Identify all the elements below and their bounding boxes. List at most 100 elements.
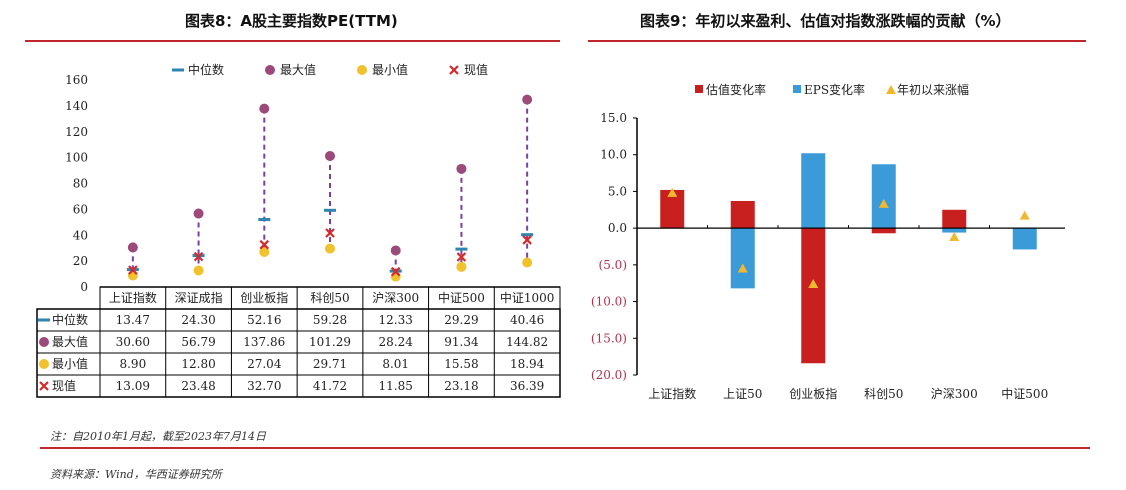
legend-label: EPS变化率	[804, 82, 865, 97]
table-cell: 12.33	[379, 313, 413, 327]
y-tick-label: 10.0	[600, 148, 627, 162]
right-chart-title: 图表9：年初以来盈利、估值对指数涨跌幅的贡献（%）	[640, 12, 1011, 30]
bar-估值变化率	[942, 209, 967, 229]
legend-triangle	[886, 85, 896, 94]
category-label: 深证成指	[175, 290, 223, 305]
point-最小值	[259, 247, 270, 258]
point-中位数	[521, 233, 534, 237]
table-legend-marker	[39, 359, 49, 369]
table-row-label: 现值	[52, 378, 76, 393]
category-label: 上证指数	[648, 386, 696, 401]
category-label: 创业板指	[240, 290, 288, 305]
table-cell: 11.85	[379, 379, 413, 393]
legend-marker	[357, 65, 367, 75]
table-cell: 28.24	[379, 335, 414, 349]
bar-估值变化率	[730, 200, 755, 229]
table-legend-marker	[39, 337, 49, 347]
category-label: 科创50	[310, 291, 349, 305]
table-cell: 30.60	[116, 335, 150, 349]
point-现值	[325, 228, 335, 238]
chart-note: 注：自2010年1月起，截至2023年7月14日	[50, 430, 266, 443]
table-cell: 29.71	[313, 357, 347, 371]
table-cell: 56.79	[181, 335, 215, 349]
triangle-年初以来涨幅	[667, 187, 678, 197]
y-tick-label: 140	[65, 99, 88, 113]
point-现值	[259, 239, 270, 250]
y-tick-label: 15.0	[600, 111, 627, 125]
y-tick-label: 60	[73, 202, 88, 216]
bar-EPS变化率	[942, 228, 967, 233]
legend-label: 年初以来涨幅	[897, 82, 969, 97]
point-最大值	[193, 208, 204, 219]
legend-label: 最小值	[372, 62, 408, 77]
y-tick-label: 120	[65, 125, 88, 139]
point-现值	[390, 266, 401, 277]
legend-label: 估值变化率	[706, 82, 766, 97]
category-label: 沪深300	[931, 387, 978, 401]
category-label: 科创50	[864, 387, 903, 401]
y-tick-label: (5.0)	[599, 258, 627, 272]
legend-label: 中位数	[188, 62, 224, 77]
y-tick-label: 5.0	[608, 184, 627, 198]
point-现值	[128, 265, 138, 275]
source-text: 资料来源：Wind，华西证券研究所	[50, 468, 222, 481]
bar-EPS变化率	[730, 228, 755, 289]
point-最小值	[456, 261, 467, 272]
table-cell: 23.48	[181, 379, 215, 393]
point-现值	[456, 252, 467, 262]
table-legend-marker	[39, 381, 49, 391]
legend-swatch	[793, 85, 801, 93]
category-label: 中证1000	[500, 290, 555, 305]
category-label: 中证500	[438, 290, 485, 305]
table-cell: 27.04	[247, 357, 282, 371]
y-tick-label: 0.0	[608, 221, 627, 235]
y-tick-label: 160	[65, 73, 88, 87]
table-cell: 32.70	[247, 379, 281, 393]
point-中位数	[324, 208, 336, 212]
point-最大值	[390, 245, 401, 256]
point-最小值	[522, 257, 533, 268]
point-中位数	[455, 247, 468, 251]
y-tick-label: (10.0)	[591, 295, 627, 309]
legend-marker	[449, 65, 459, 75]
y-tick-label: 100	[65, 151, 88, 165]
table-cell: 36.39	[510, 379, 544, 393]
table-cell: 15.58	[444, 357, 478, 371]
table-cell: 12.80	[181, 357, 215, 371]
table-cell: 24.30	[181, 313, 215, 327]
point-最小值	[325, 243, 335, 254]
y-tick-label: (20.0)	[591, 368, 627, 382]
table-cell: 13.09	[116, 379, 150, 393]
point-现值	[193, 251, 204, 262]
table-cell: 41.72	[313, 379, 347, 393]
table-cell: 59.28	[313, 313, 347, 327]
right-title-divider	[588, 40, 1086, 42]
table-cell: 23.18	[444, 379, 478, 393]
table-cell: 18.94	[510, 357, 545, 371]
table-row-label: 最小值	[52, 356, 88, 371]
table-cell: 52.16	[247, 313, 281, 327]
legend-label: 现值	[464, 62, 488, 77]
left-title-divider	[25, 40, 560, 42]
point-最大值	[522, 94, 533, 105]
table-cell: 144.82	[506, 335, 548, 349]
bar-估值变化率	[801, 228, 826, 364]
bar-估值变化率	[871, 228, 896, 234]
left-chart-title: 图表8：A股主要指数PE(TTM)	[185, 12, 398, 30]
table-cell: 8.01	[382, 357, 409, 371]
footer-divider	[40, 447, 1090, 449]
triangle-年初以来涨幅	[808, 278, 819, 288]
category-label: 上证50	[723, 387, 762, 401]
category-label: 上证指数	[109, 290, 157, 305]
legend-swatch	[695, 85, 703, 93]
bar-EPS变化率	[871, 164, 896, 229]
table-cell: 13.47	[116, 313, 150, 327]
y-tick-label: (15.0)	[591, 331, 627, 345]
triangle-年初以来涨幅	[949, 231, 960, 241]
point-最小值	[193, 265, 204, 276]
legend-marker	[172, 68, 184, 72]
table-cell: 29.29	[444, 313, 478, 327]
point-最大值	[127, 242, 138, 253]
triangle-年初以来涨幅	[878, 198, 889, 208]
